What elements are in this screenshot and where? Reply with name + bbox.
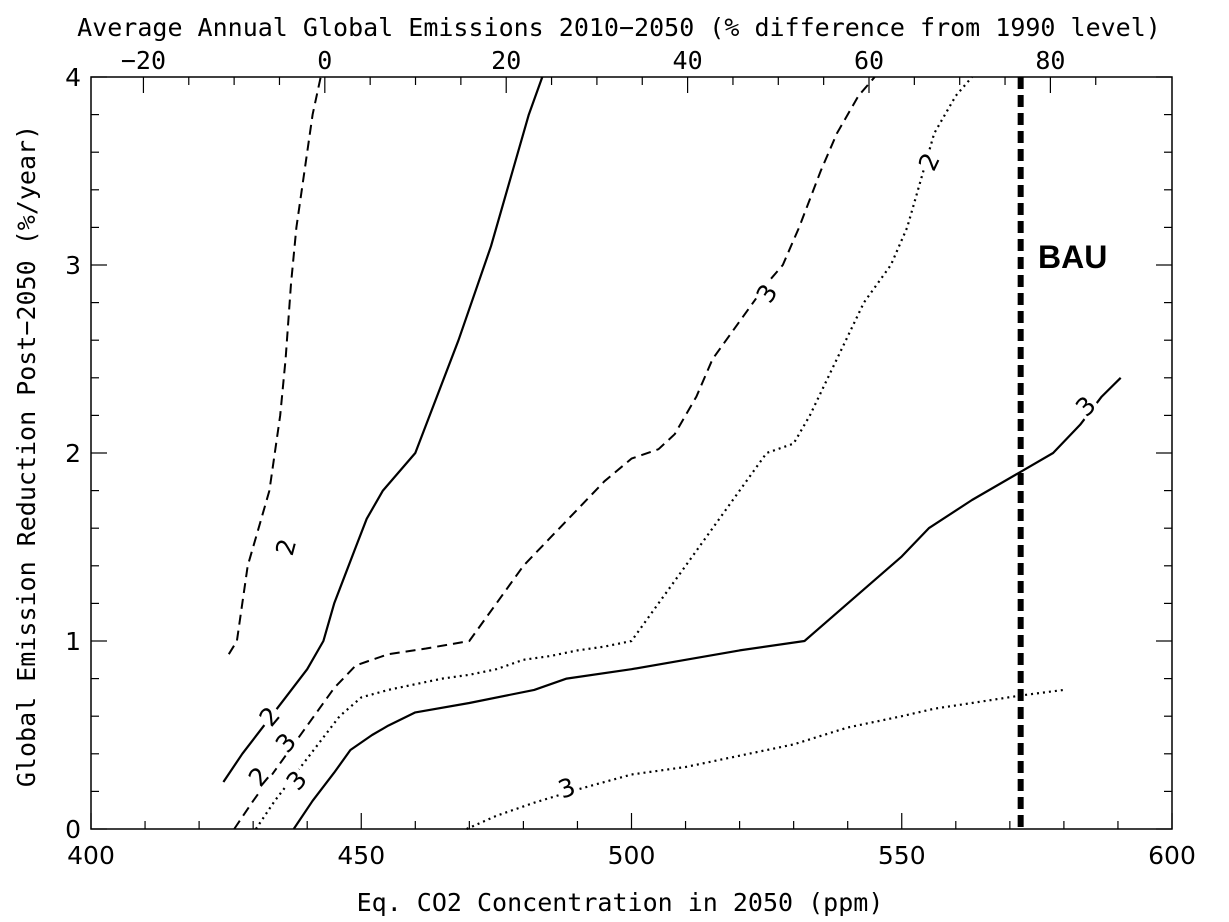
contour-label-bg: [278, 762, 313, 797]
y-tick-label: 0: [65, 815, 81, 844]
contour-label: 3: [748, 276, 784, 309]
contour-line-solid-2: [222, 76, 544, 783]
x-tick-label: 600: [1148, 841, 1196, 870]
x-tick-label: 550: [878, 841, 926, 870]
contour-line-dotted-2: [254, 76, 973, 830]
contour-label: 3: [1067, 388, 1102, 423]
y-tick-label: 2: [65, 439, 81, 468]
contour-label: 2: [268, 533, 302, 561]
x2-tick-label: 80: [1035, 46, 1065, 75]
contour-label-bg: [552, 770, 581, 804]
x-axis-title: Eq. CO2 Concentration in 2050 (ppm): [357, 888, 884, 917]
contour-line-dashed-2: [227, 76, 322, 655]
contour-label: 3: [278, 762, 313, 797]
x2-tick-label: 60: [854, 46, 884, 75]
x2-tick-label: 40: [673, 46, 703, 75]
contour-label-text: 3: [1070, 390, 1102, 422]
y-axis-title: Global Emission Reduction Post−2050 (%/y…: [12, 125, 41, 787]
contour-label-bg: [240, 759, 275, 793]
contour-label-bg: [1067, 388, 1102, 423]
bau-label: BAU: [1038, 239, 1107, 275]
x2-tick-label: 20: [491, 46, 521, 75]
x-tick-label: 450: [337, 841, 385, 870]
contour-label-bg: [748, 276, 783, 309]
contour-line-solid-3: [292, 377, 1122, 830]
x2-tick-label: 0: [317, 46, 332, 75]
plot-frame: [90, 76, 1173, 830]
contour-label-bg: [268, 533, 301, 561]
x-tick-label: 400: [67, 841, 115, 870]
x2-tick-label: −20: [121, 46, 166, 75]
plot-marks: [222, 76, 1122, 831]
contour-label: 2: [910, 146, 946, 177]
y-tick-label: 1: [65, 627, 81, 656]
y-tick-label: 4: [65, 63, 81, 92]
x-tick-label: 500: [608, 841, 656, 870]
y-tick-label: 3: [65, 251, 81, 280]
contour-label-bg: [267, 725, 302, 759]
contour-label-bg: [910, 146, 945, 177]
contour-label-text: 2: [270, 536, 302, 559]
contour-line-dashed-3: [233, 76, 876, 830]
contour-line-dotted-3: [466, 688, 1065, 831]
contour-label-bg: [251, 698, 286, 733]
contour-label: 2: [240, 759, 275, 793]
contour-label: 3: [552, 770, 581, 804]
x2-axis-title: Average Annual Global Emissions 2010−205…: [77, 13, 1161, 42]
